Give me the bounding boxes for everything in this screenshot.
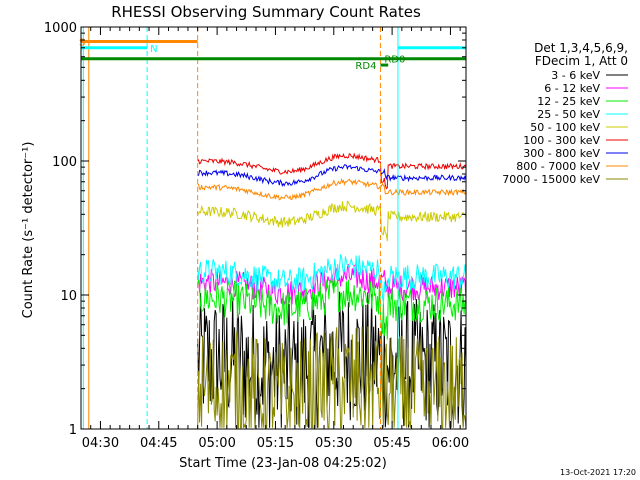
flag-label-3: RD0: [384, 55, 405, 66]
series-line-5: [197, 152, 467, 190]
series-line-3: [197, 253, 467, 304]
x-tick-label-2: 05:00: [198, 436, 235, 451]
y-tick-label-1: 10: [60, 289, 77, 304]
x-tick-label-6: 06:00: [432, 436, 469, 451]
date-stamp: 13-Oct-2021 17:20: [560, 468, 636, 477]
series-line-4: [197, 200, 467, 242]
x-tick-label-0: 04:30: [82, 436, 119, 451]
x-tick-label-1: 04:45: [140, 436, 177, 451]
series-line-2: [197, 278, 467, 340]
series-line-7: [197, 177, 467, 201]
x-tick-label-5: 05:45: [373, 436, 410, 451]
flag-label-4: RD4: [355, 61, 376, 72]
legend-label-6: 300 - 800 keV: [523, 147, 600, 160]
series-line-8: [197, 326, 467, 429]
plot-frame: [80, 26, 467, 430]
legend-label-8: 7000 - 15000 keV: [502, 173, 600, 186]
legend-header-line-1: Det 1,3,4,5,6,9,: [534, 41, 628, 55]
y-tick-label-3: 1000: [44, 21, 77, 36]
plot-area: S N RD0 RD4: [79, 27, 467, 429]
legend-label-1: 6 - 12 keV: [544, 82, 600, 95]
y-tick-label-0: 1: [69, 423, 77, 438]
legend-label-5: 100 - 300 keV: [523, 134, 600, 147]
flag-label-0: S: [79, 37, 85, 48]
legend-label-2: 12 - 25 keV: [537, 95, 600, 108]
series-line-0: [197, 291, 467, 428]
chart-title: RHESSI Observing Summary Count Rates: [111, 3, 421, 21]
x-tick-label-4: 05:30: [315, 436, 352, 451]
x-axis-label: Start Time (23-Jan-08 04:25:02): [179, 456, 387, 471]
legend-header-line-2: FDecim 1, Att 0: [535, 54, 628, 68]
y-axis-label: Count Rate (s⁻¹ detector⁻¹): [21, 142, 36, 319]
legend-label-7: 800 - 7000 keV: [516, 160, 600, 173]
axis-ticks: 1 10 100 1000 04:30 04:45 05:00 05:15 05:30 05:45…: [44, 21, 469, 451]
legend-label-4: 50 - 100 keV: [530, 121, 600, 134]
flag-label-1: N: [150, 44, 157, 55]
y-tick-label-2: 100: [52, 155, 77, 170]
x-tick-label-3: 05:15: [257, 436, 294, 451]
series-line-6: [197, 164, 467, 188]
legend-label-3: 25 - 50 keV: [537, 108, 600, 121]
legend-label-0: 3 - 6 keV: [551, 69, 600, 82]
